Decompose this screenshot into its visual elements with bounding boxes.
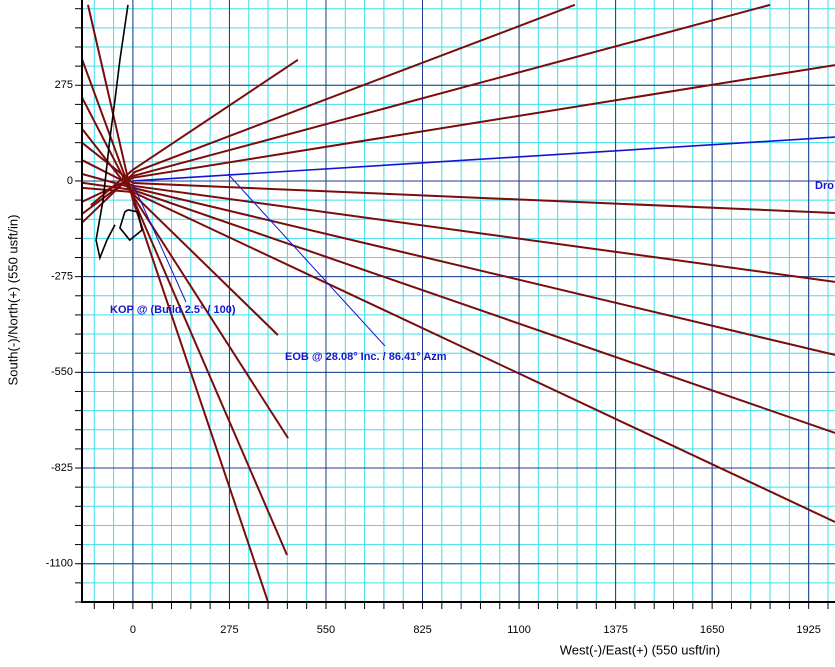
x-tick-label: 275 bbox=[220, 624, 238, 636]
well-path bbox=[82, 3, 576, 224]
leader-line bbox=[227, 173, 386, 347]
x-tick-label: 1100 bbox=[507, 624, 531, 636]
x-tick-label: 825 bbox=[413, 624, 431, 636]
x-tick-label: 550 bbox=[317, 624, 335, 636]
y-axis-label: South(-)/North(+) (550 usft/in) bbox=[5, 215, 20, 386]
well-path bbox=[82, 173, 835, 356]
well-path bbox=[90, 59, 299, 207]
y-tick-label: 0 bbox=[67, 175, 73, 187]
well-path bbox=[95, 4, 129, 261]
x-tick-label: 1650 bbox=[700, 624, 724, 636]
x-tick-label: 1375 bbox=[603, 624, 627, 636]
x-tick-label: 0 bbox=[130, 624, 136, 636]
y-tick-label: -550 bbox=[51, 366, 73, 378]
plot-area bbox=[82, 3, 835, 602]
annotation: EOB @ 28.08° Inc. / 86.41° Azm bbox=[285, 351, 447, 363]
y-tick-label: -825 bbox=[51, 462, 73, 474]
x-tick-label: 1925 bbox=[796, 624, 820, 636]
well-path bbox=[82, 181, 835, 434]
well-path bbox=[132, 136, 835, 182]
annotation: Dro bbox=[815, 180, 834, 192]
well-path bbox=[119, 209, 143, 242]
well-path bbox=[82, 96, 289, 439]
y-tick-label: 275 bbox=[55, 79, 73, 91]
x-axis-label: West(-)/East(+) (550 usft/in) bbox=[560, 642, 721, 657]
grid bbox=[82, 0, 835, 602]
well-path bbox=[82, 159, 835, 283]
well-path bbox=[82, 141, 835, 214]
well-path bbox=[82, 64, 835, 203]
leader-line bbox=[132, 183, 187, 303]
y-tick-label: -275 bbox=[51, 271, 73, 283]
well-path bbox=[82, 3, 771, 215]
well-path bbox=[82, 186, 835, 523]
annotation: KOP @ (Build 2.5° / 100) bbox=[110, 304, 236, 316]
y-tick-label: -1100 bbox=[46, 558, 73, 570]
well-path bbox=[86, 4, 270, 602]
